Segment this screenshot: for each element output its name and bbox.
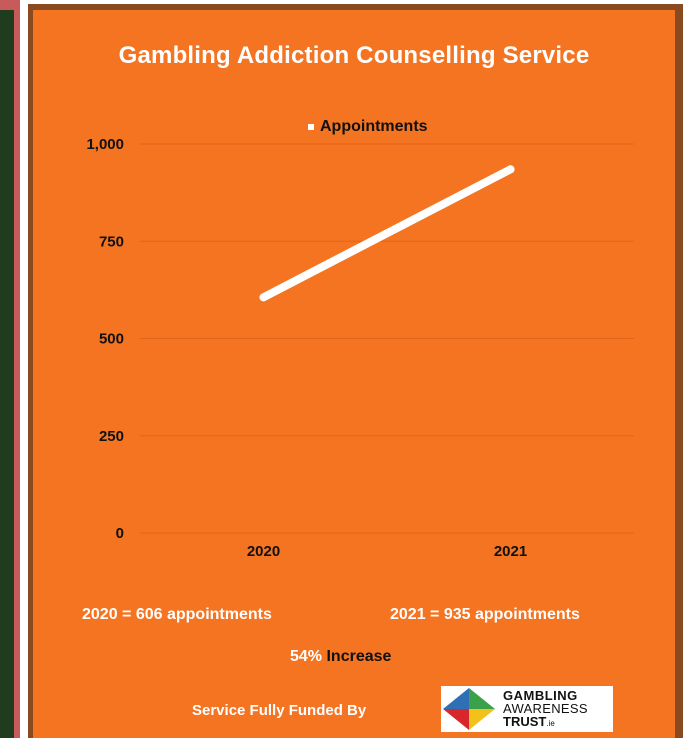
diamond-logo-icon (443, 688, 495, 730)
left-panel-edge (0, 0, 20, 738)
y-tick-label: 250 (99, 428, 124, 445)
gambling-awareness-trust-logo: GAMBLING AWARENESS TRUST.ie (441, 686, 613, 732)
increase-label: Increase (322, 648, 392, 665)
summary-2020: 2020 = 606 appointments (82, 606, 272, 623)
data-point (506, 165, 515, 174)
chart-card (33, 10, 675, 738)
series-appointments (259, 165, 515, 302)
y-tick-label: 1,000 (86, 136, 124, 153)
x-axis-ticks: 2020 2021 (247, 543, 527, 560)
y-tick-label: 0 (116, 525, 124, 542)
legend-swatch (308, 124, 314, 130)
x-tick-label: 2020 (247, 543, 280, 560)
logo-line-2: AWARENESS (503, 700, 588, 716)
legend: Appointments (308, 117, 428, 137)
y-tick-label: 750 (99, 233, 124, 250)
legend-label: Appointments (320, 118, 428, 135)
y-tick-label: 500 (99, 331, 124, 348)
y-axis-ticks: 0 250 500 750 1,000 (86, 136, 124, 542)
chart-title: Gambling Addiction Counselling Service (118, 42, 590, 69)
logo-text: GAMBLING AWARENESS TRUST.ie (503, 689, 588, 730)
left-panel-inner (0, 10, 14, 738)
logo-suffix: .ie (546, 718, 555, 728)
funded-by-text: Service Fully Funded By (192, 702, 367, 719)
data-point (259, 293, 268, 302)
increase-percent: 54% (290, 648, 323, 665)
logo-line-1: GAMBLING (503, 687, 578, 703)
summary-2021: 2021 = 935 appointments (390, 606, 580, 623)
series-line (259, 165, 515, 302)
gridlines (140, 143, 634, 534)
increase-text: 54% Increase (290, 648, 391, 666)
logo-line-3: TRUST.ie (503, 715, 588, 730)
x-tick-label: 2021 (494, 543, 527, 560)
logo-trust: TRUST (503, 713, 547, 729)
